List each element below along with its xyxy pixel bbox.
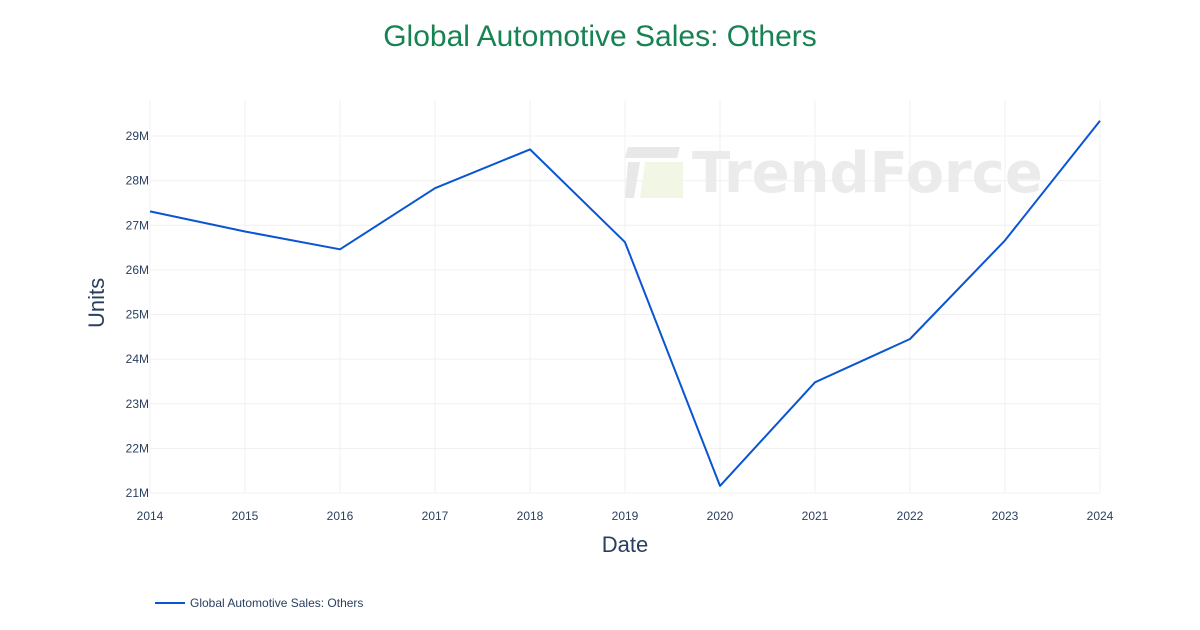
chart-title: Global Automotive Sales: Others	[383, 20, 817, 53]
y-axis-ticks: 21M 22M 23M 24M 25M 26M 27M 28M 29M	[126, 129, 149, 500]
y-tick-label: 24M	[126, 352, 149, 366]
x-tick-label: 2020	[707, 509, 734, 523]
x-tick-label: 2017	[422, 509, 449, 523]
series-line	[149, 120, 1101, 487]
x-tick-label: 2024	[1087, 509, 1114, 523]
x-tick-label: 2023	[992, 509, 1019, 523]
legend-line-swatch-icon	[155, 602, 185, 604]
x-tick-label: 2014	[137, 509, 164, 523]
y-tick-label: 21M	[126, 486, 149, 500]
legend[interactable]: Global Automotive Sales: Others	[155, 596, 363, 610]
x-tick-label: 2015	[232, 509, 259, 523]
x-tick-label: 2022	[897, 509, 924, 523]
watermark-text: TrendForce	[692, 141, 1043, 206]
y-tick-label: 23M	[126, 397, 149, 411]
x-tick-label: 2018	[517, 509, 544, 523]
x-tick-label: 2019	[612, 509, 639, 523]
gridlines	[149, 100, 1101, 494]
y-tick-label: 25M	[126, 308, 149, 322]
y-tick-label: 29M	[126, 129, 149, 143]
x-axis-ticks: 2014 2015 2016 2017 2018 2019 2020 2021 2022 2023…	[137, 509, 1114, 523]
y-tick-label: 26M	[126, 263, 149, 277]
x-tick-label: 2021	[802, 509, 829, 523]
y-tick-label: 28M	[126, 174, 149, 188]
y-tick-label: 22M	[126, 441, 149, 455]
watermark-logo: TrendForce	[625, 141, 1043, 206]
y-tick-label: 27M	[126, 218, 149, 232]
x-tick-label: 2016	[327, 509, 354, 523]
trendforce-logo-icon	[625, 147, 683, 198]
x-axis-label: Date	[601, 532, 649, 557]
legend-label: Global Automotive Sales: Others	[190, 596, 364, 610]
